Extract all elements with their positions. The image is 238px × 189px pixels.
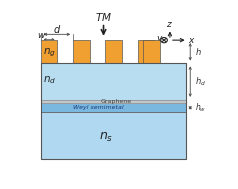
Text: Weyl semimetal: Weyl semimetal: [73, 105, 124, 110]
Text: $n_g$: $n_g$: [43, 47, 55, 59]
Text: $h_w$: $h_w$: [195, 101, 206, 114]
Bar: [41, 103, 186, 112]
Bar: [105, 40, 122, 64]
Text: $w$: $w$: [37, 31, 46, 40]
Text: $h$: $h$: [195, 46, 202, 57]
Text: $z$: $z$: [166, 20, 174, 29]
Text: $n_s$: $n_s$: [99, 131, 113, 144]
Bar: [41, 40, 57, 64]
Text: $d$: $d$: [53, 23, 61, 35]
Text: $x$: $x$: [188, 36, 195, 45]
Text: $TM$: $TM$: [95, 11, 112, 23]
Text: $n_d$: $n_d$: [43, 74, 57, 86]
Bar: [73, 40, 90, 64]
Bar: [143, 40, 160, 64]
Bar: [41, 112, 186, 159]
Text: $h_d$: $h_d$: [195, 75, 206, 88]
Bar: [41, 100, 186, 103]
Bar: [41, 64, 186, 159]
Bar: [138, 40, 154, 64]
Text: Graphene: Graphene: [100, 99, 132, 104]
Bar: [41, 64, 186, 100]
Text: $y$: $y$: [156, 34, 163, 45]
